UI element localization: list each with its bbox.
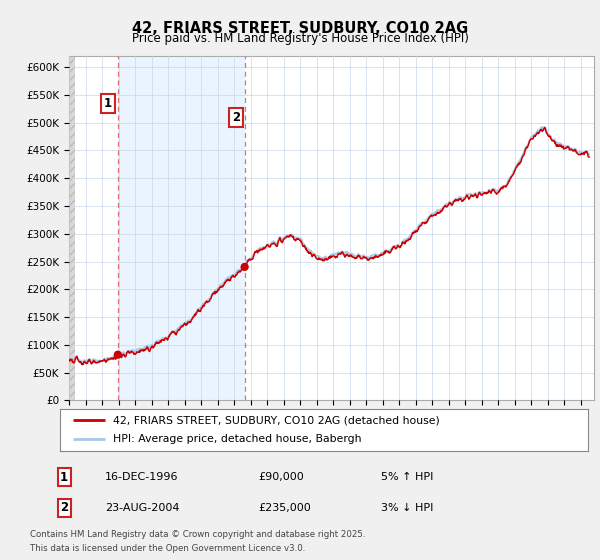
Text: Contains HM Land Registry data © Crown copyright and database right 2025.: Contains HM Land Registry data © Crown c… (30, 530, 365, 539)
Text: 3% ↓ HPI: 3% ↓ HPI (381, 503, 433, 513)
Text: 1: 1 (60, 470, 68, 484)
Point (113, 350, 122, 359)
Text: 42, FRIARS STREET, SUDBURY, CO10 2AG: 42, FRIARS STREET, SUDBURY, CO10 2AG (132, 21, 468, 36)
Bar (69, 56, 75, 400)
Text: 1: 1 (104, 97, 112, 110)
Text: 2: 2 (60, 501, 68, 515)
Bar (118, 56, 245, 400)
Text: 2: 2 (232, 111, 241, 124)
Point (240, 263, 250, 272)
Text: HPI: Average price, detached house, Babergh: HPI: Average price, detached house, Babe… (113, 435, 361, 445)
Text: £235,000: £235,000 (258, 503, 311, 513)
Text: 16-DEC-1996: 16-DEC-1996 (105, 472, 179, 482)
Text: 5% ↑ HPI: 5% ↑ HPI (381, 472, 433, 482)
Text: 42, FRIARS STREET, SUDBURY, CO10 2AG (detached house): 42, FRIARS STREET, SUDBURY, CO10 2AG (de… (113, 415, 440, 425)
Text: This data is licensed under the Open Government Licence v3.0.: This data is licensed under the Open Gov… (30, 544, 305, 553)
Text: 23-AUG-2004: 23-AUG-2004 (105, 503, 179, 513)
Text: Price paid vs. HM Land Registry's House Price Index (HPI): Price paid vs. HM Land Registry's House … (131, 32, 469, 45)
Text: £90,000: £90,000 (258, 472, 304, 482)
